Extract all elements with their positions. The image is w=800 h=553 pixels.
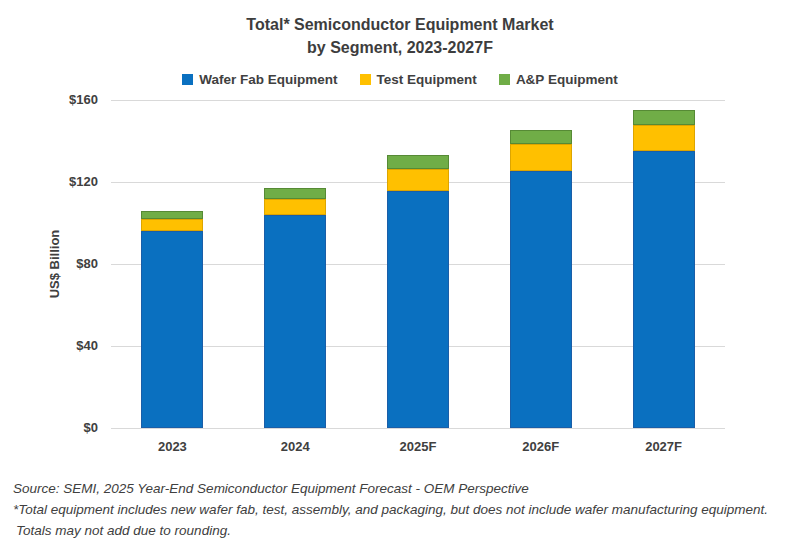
bar-2023-a-p-equipment xyxy=(141,211,203,219)
legend-item-a-p-equipment: A&P Equipment xyxy=(499,72,618,87)
y-tick-label: $0 xyxy=(0,420,98,435)
legend-swatch-icon xyxy=(360,74,371,85)
chart-title-line2: by Segment, 2023-2027F xyxy=(0,36,800,59)
legend-item-test-equipment: Test Equipment xyxy=(360,72,477,87)
bar-2026f-test-equipment xyxy=(510,144,572,171)
bar-2025f-a-p-equipment xyxy=(387,155,449,168)
chart-title: Total* Semiconductor Equipment Market by… xyxy=(0,13,800,59)
x-tick-label-2023: 2023 xyxy=(127,439,217,454)
x-tick-label-2027f: 2027F xyxy=(619,439,709,454)
gridline xyxy=(111,100,725,101)
bar-2025f-wafer-fab-equipment xyxy=(387,191,449,428)
chart-title-line1: Total* Semiconductor Equipment Market xyxy=(0,13,800,36)
bar-2026f-a-p-equipment xyxy=(510,130,572,144)
footnote-rounding: Totals may not add due to rounding. xyxy=(13,520,793,541)
x-axis-line xyxy=(111,428,725,429)
bar-2026f-wafer-fab-equipment xyxy=(510,171,572,428)
bar-2024-a-p-equipment xyxy=(264,188,326,199)
legend-label: Wafer Fab Equipment xyxy=(199,72,337,87)
source-note: Source: SEMI, 2025 Year-End Semiconducto… xyxy=(13,478,793,499)
legend-item-wafer-fab-equipment: Wafer Fab Equipment xyxy=(182,72,337,87)
bar-2023-test-equipment xyxy=(141,219,203,231)
x-tick-label-2025f: 2025F xyxy=(373,439,463,454)
bar-2027f-wafer-fab-equipment xyxy=(633,151,695,428)
legend-swatch-icon xyxy=(182,74,193,85)
legend: Wafer Fab Equipment Test Equipment A&P Equ… xyxy=(0,72,800,87)
bar-2027f-a-p-equipment xyxy=(633,110,695,124)
bar-2024-wafer-fab-equipment xyxy=(264,215,326,428)
bar-2025f-test-equipment xyxy=(387,169,449,192)
bar-2027f-test-equipment xyxy=(633,125,695,152)
footnote-equipment: *Total equipment includes new wafer fab,… xyxy=(13,499,793,520)
legend-swatch-icon xyxy=(499,74,510,85)
y-tick-label: $120 xyxy=(0,174,98,189)
footer-notes: Source: SEMI, 2025 Year-End Semiconducto… xyxy=(13,478,793,541)
y-tick-label: $160 xyxy=(0,92,98,107)
bar-2024-test-equipment xyxy=(264,199,326,214)
chart-canvas: Total* Semiconductor Equipment Market by… xyxy=(0,0,800,553)
legend-label: Test Equipment xyxy=(377,72,477,87)
y-tick-label: $80 xyxy=(0,256,98,271)
bar-2023-wafer-fab-equipment xyxy=(141,231,203,428)
x-tick-label-2026f: 2026F xyxy=(496,439,586,454)
x-tick-label-2024: 2024 xyxy=(250,439,340,454)
legend-label: A&P Equipment xyxy=(516,72,618,87)
y-tick-label: $40 xyxy=(0,338,98,353)
